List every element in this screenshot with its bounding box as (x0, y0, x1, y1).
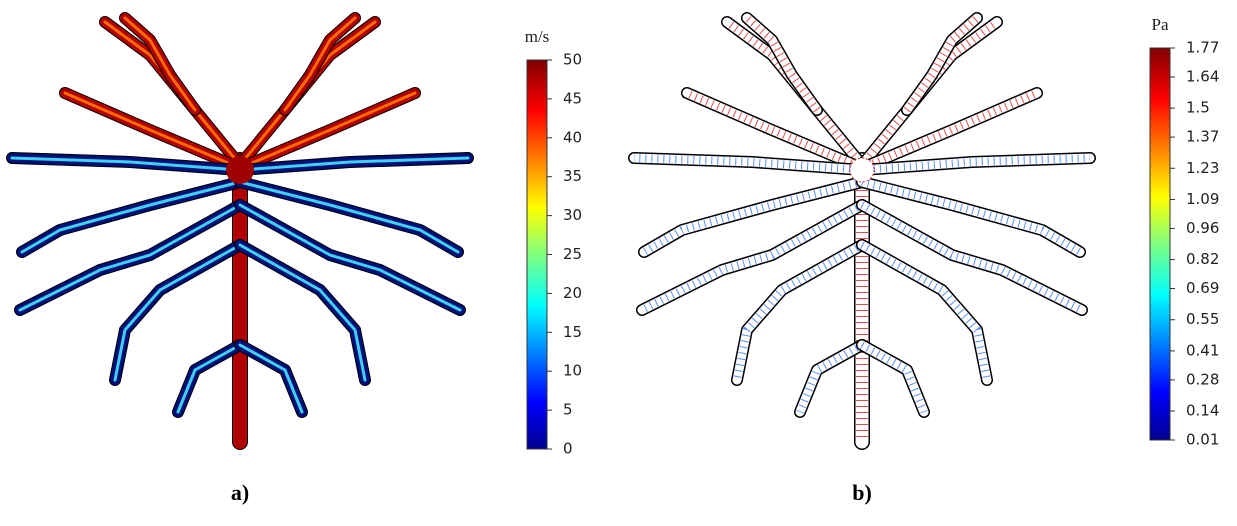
colorbar-tick-label: 25 (563, 245, 582, 263)
colorbar-tick-label: 10 (563, 362, 582, 380)
colorbar-tick-label: 35 (563, 167, 582, 185)
colorbar-tick-label: 0 (563, 440, 573, 458)
branch (240, 345, 302, 412)
colorbar-tick-label: 1.5 (1186, 99, 1210, 117)
colorbar-tick-label: 0.82 (1186, 250, 1219, 268)
colorbar-unit: Pa (1152, 15, 1169, 34)
colorbar-tick-label: 30 (563, 206, 582, 224)
figure: m/s Pa a) b) 0 5 10 15 20 25 30 35 40 45 50 0.01 0.1… (0, 0, 1237, 526)
colorbar-tick-label: 0.69 (1186, 279, 1219, 297)
panel-label: a) (231, 480, 249, 505)
colorbar (527, 60, 547, 449)
colorbar-tick-label: 0.01 (1186, 431, 1219, 449)
colorbar-tick-label: 0.28 (1186, 370, 1219, 388)
panel-label: b) (852, 480, 872, 505)
colorbar-tick-label: 1.64 (1186, 67, 1219, 85)
colorbar-tick-label: 50 (563, 51, 582, 69)
colorbar-tick-label: 1.37 (1186, 128, 1219, 146)
colorbar (1150, 48, 1170, 440)
velocity-field (12, 18, 468, 442)
colorbar-tick-label: 45 (563, 89, 582, 107)
branch (907, 18, 977, 110)
colorbar-unit: m/s (525, 27, 550, 46)
branch (747, 18, 817, 110)
colorbar-tick-label: 0.41 (1186, 341, 1219, 359)
colorbar-tick-label: 1.23 (1186, 159, 1219, 177)
colorbar-tick-label: 5 (563, 401, 573, 419)
colorbar-tick-label: 0.96 (1186, 219, 1219, 237)
colorbar-tick-label: 1.77 (1186, 39, 1219, 57)
colorbar-tick-label: 20 (563, 284, 582, 302)
colorbar-tick-label: 0.14 (1186, 402, 1219, 420)
junction (850, 158, 874, 182)
branch (178, 345, 240, 412)
colorbar-tick-label: 40 (563, 128, 582, 146)
colorbar-tick-label: 1.09 (1186, 190, 1219, 208)
colorbar-tick-label: 15 (563, 323, 582, 341)
pressure-contours (634, 18, 1090, 442)
colorbar-tick-label: 0.55 (1186, 310, 1219, 328)
junction (226, 156, 254, 184)
